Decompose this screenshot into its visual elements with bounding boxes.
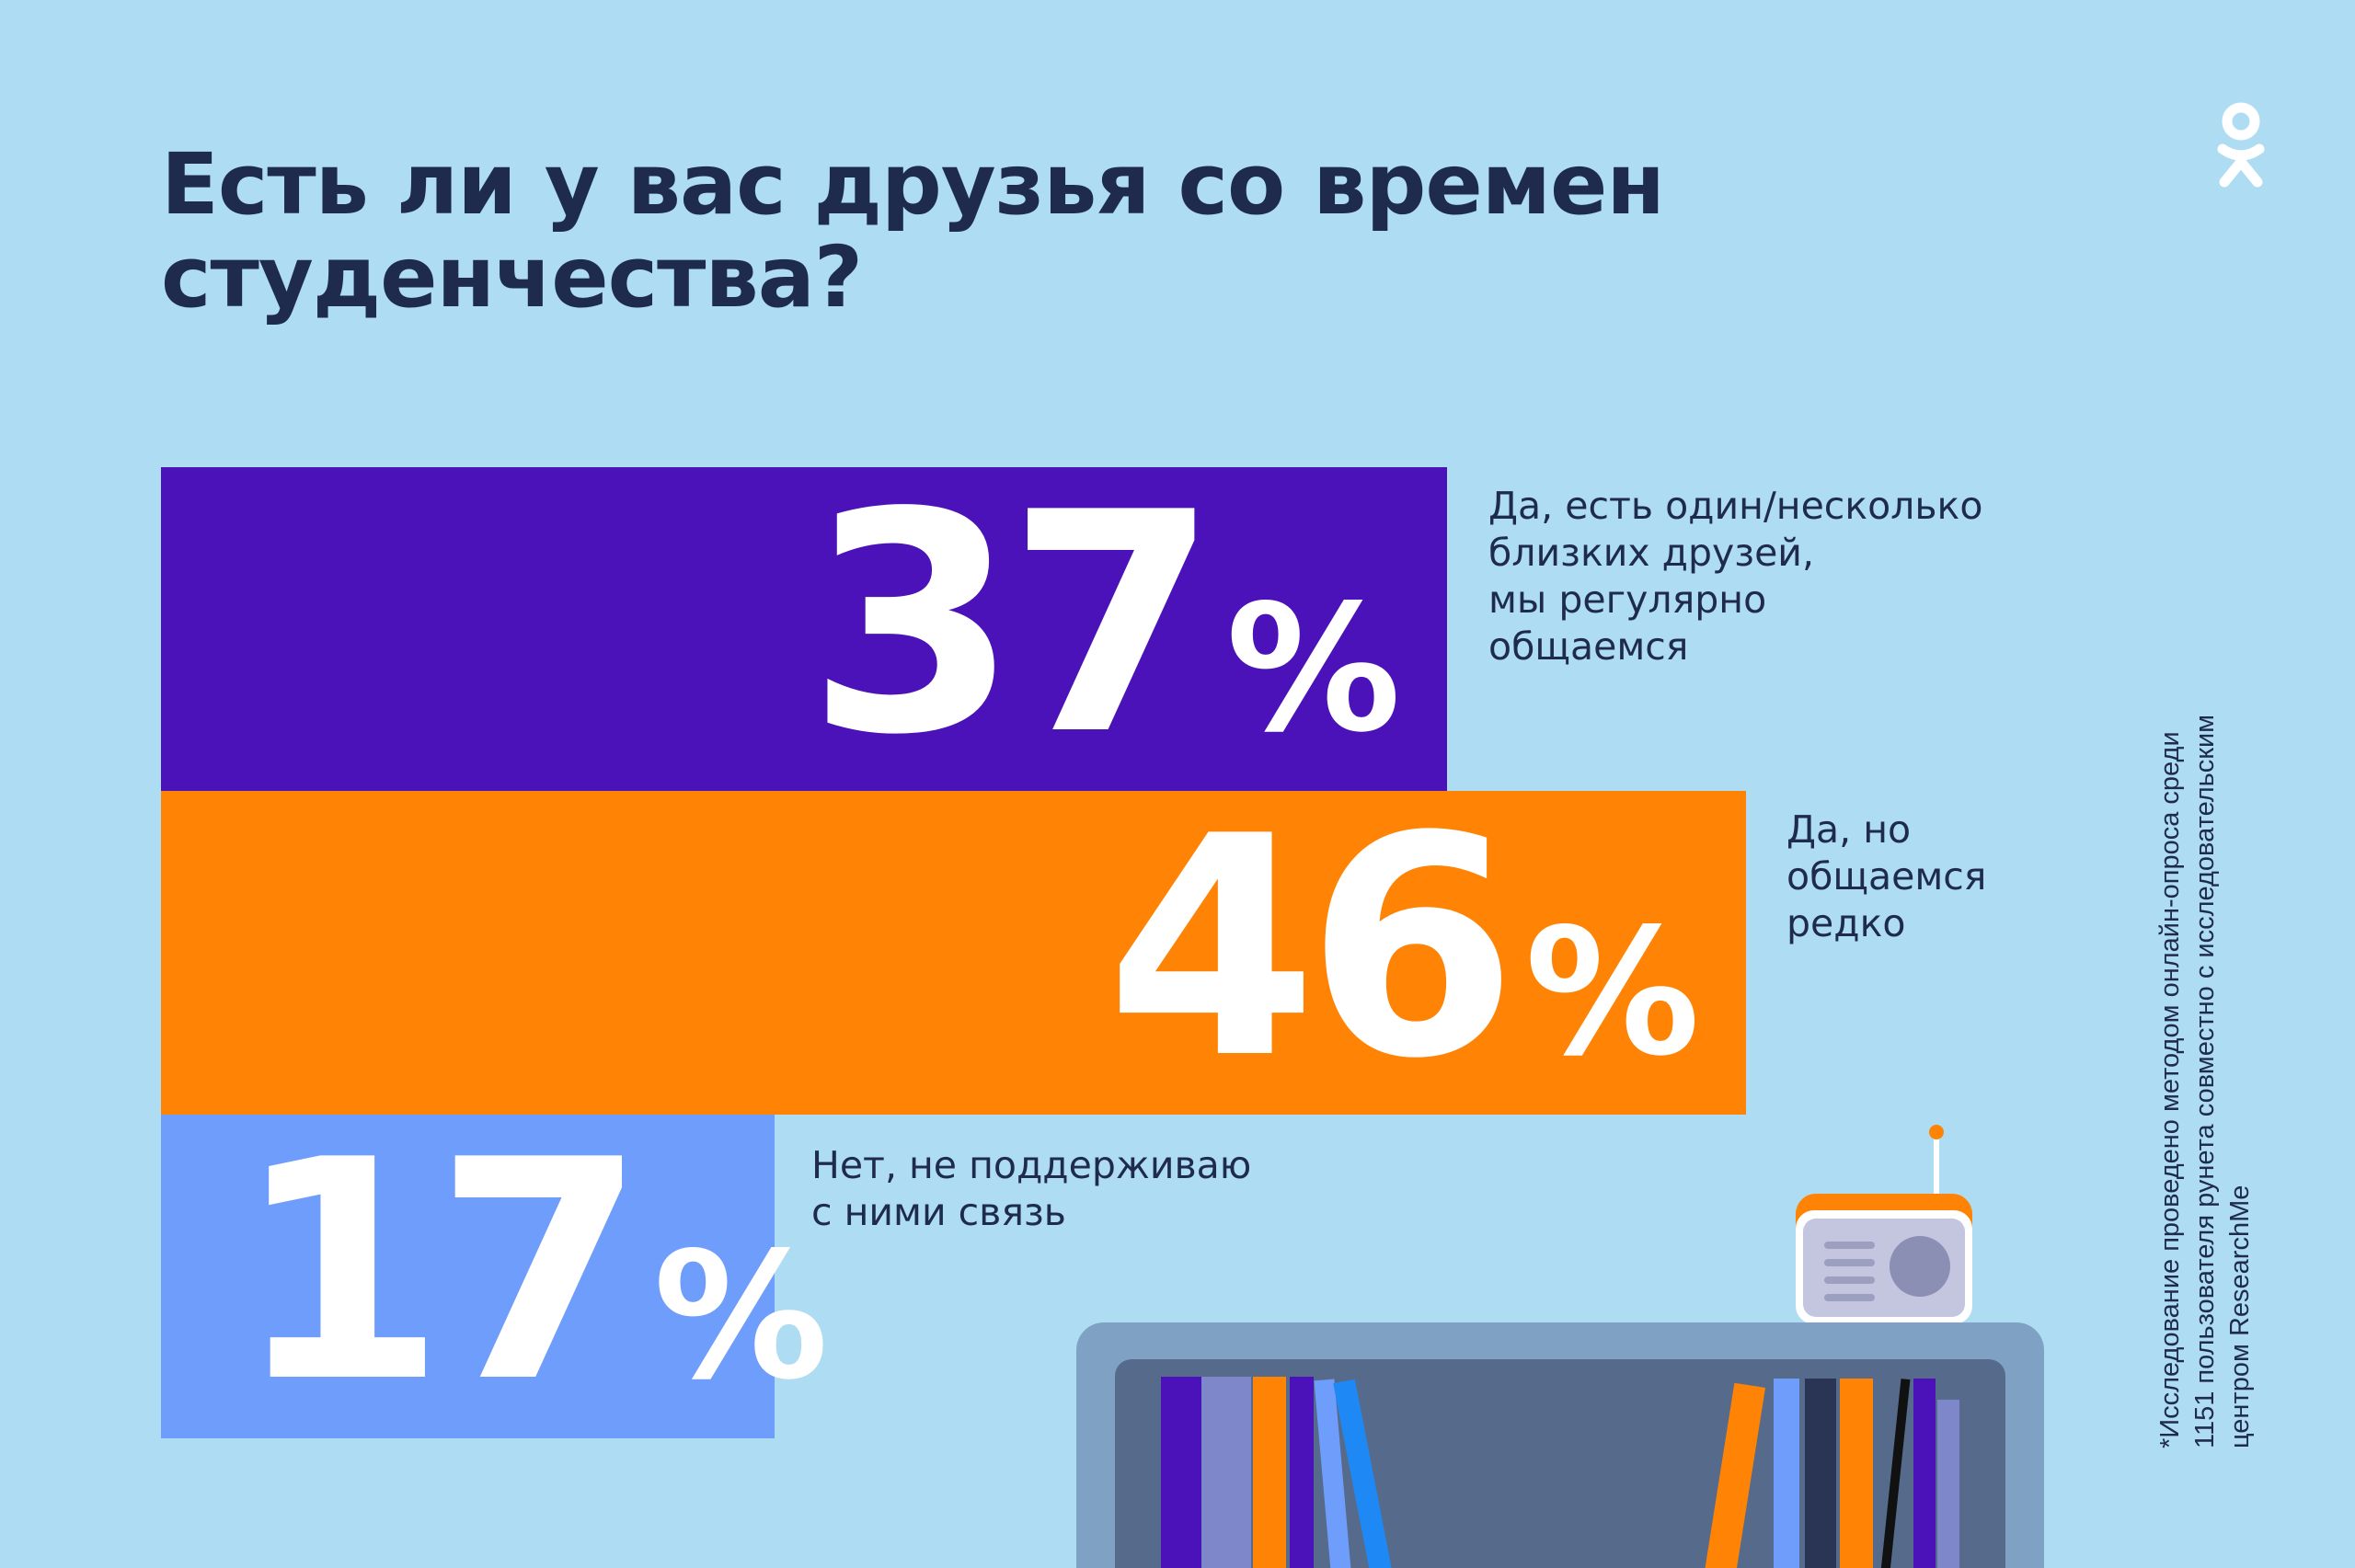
bar-regular-contact: 37% <box>161 467 1447 791</box>
value-number: 37 <box>807 448 1218 801</box>
label-line: с ними связь <box>811 1190 1066 1234</box>
bookshelf-icon <box>1076 1322 2044 1568</box>
category-label-3: Нет, не поддерживаю с ними связь <box>811 1142 1400 1236</box>
label-line: Нет, не поддерживаю <box>811 1143 1252 1187</box>
odnoklassniki-logo-icon <box>2217 102 2265 188</box>
value-label-3: 17% <box>235 1120 829 1424</box>
value-label-2: 46% <box>1106 796 1700 1100</box>
percent-sign: % <box>653 1215 829 1418</box>
bar-rare-contact: 46% <box>161 791 1746 1115</box>
radio-icon <box>1796 1125 1972 1324</box>
percent-sign: % <box>1524 891 1700 1094</box>
bar-no-contact: 17% <box>161 1115 829 1438</box>
label-line: близких друзей, <box>1488 531 1814 575</box>
label-line: Да, но <box>1786 807 1912 852</box>
label-line: общаемся <box>1488 624 1689 669</box>
label-line: Да, есть один/несколько <box>1488 484 1983 528</box>
label-line: редко <box>1786 901 1906 945</box>
value-number: 46 <box>1106 772 1517 1125</box>
page-title: Есть ли у вас друзья со времен студенчес… <box>161 135 1665 327</box>
label-line: общаемся <box>1786 854 1987 898</box>
label-line: мы регулярно <box>1488 578 1767 622</box>
category-label-2: Да, но общаемся редко <box>1786 807 2173 947</box>
value-number: 17 <box>235 1095 646 1448</box>
value-label-1: 37% <box>807 473 1401 776</box>
percent-sign: % <box>1225 567 1401 771</box>
category-label-1: Да, есть один/несколько близких друзей, … <box>1488 483 2077 670</box>
